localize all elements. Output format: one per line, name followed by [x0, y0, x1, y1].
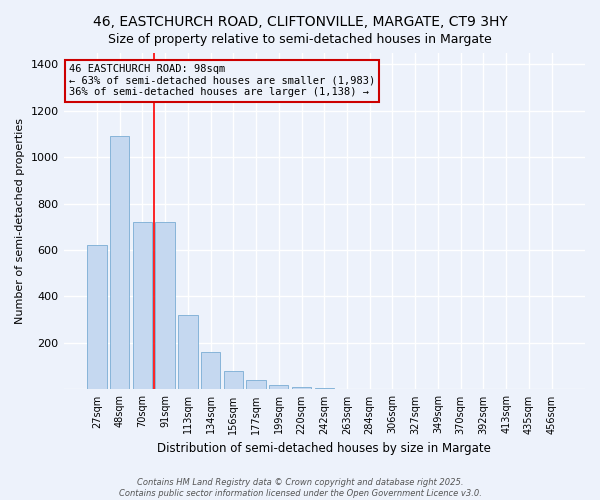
Bar: [269, 385, 289, 390]
Bar: [133, 222, 152, 390]
Text: 46, EASTCHURCH ROAD, CLIFTONVILLE, MARGATE, CT9 3HY: 46, EASTCHURCH ROAD, CLIFTONVILLE, MARGA…: [92, 15, 508, 29]
Bar: [292, 387, 311, 390]
Bar: [110, 136, 130, 390]
Text: Size of property relative to semi-detached houses in Margate: Size of property relative to semi-detach…: [108, 32, 492, 46]
Bar: [201, 352, 220, 390]
Bar: [178, 315, 197, 390]
Text: Contains HM Land Registry data © Crown copyright and database right 2025.
Contai: Contains HM Land Registry data © Crown c…: [119, 478, 481, 498]
Y-axis label: Number of semi-detached properties: Number of semi-detached properties: [15, 118, 25, 324]
Bar: [224, 371, 243, 390]
Text: 46 EASTCHURCH ROAD: 98sqm
← 63% of semi-detached houses are smaller (1,983)
36% : 46 EASTCHURCH ROAD: 98sqm ← 63% of semi-…: [69, 64, 375, 98]
Bar: [247, 380, 266, 390]
Bar: [314, 388, 334, 390]
X-axis label: Distribution of semi-detached houses by size in Margate: Distribution of semi-detached houses by …: [157, 442, 491, 455]
Bar: [87, 246, 107, 390]
Bar: [155, 222, 175, 390]
